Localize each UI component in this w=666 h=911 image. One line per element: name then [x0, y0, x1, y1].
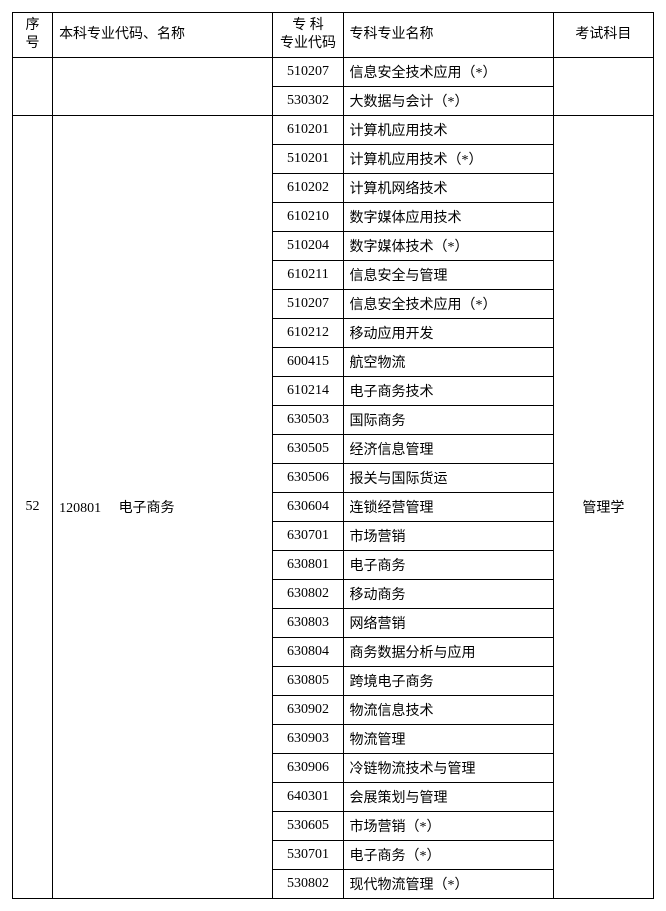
header-row: 序号 本科专业代码、名称 专 科 专业代码 专科专业名称 考试科目 [13, 13, 654, 58]
cell-zkmc: 数字媒体应用技术 [343, 203, 553, 232]
cell-zkmc: 物流管理 [343, 725, 553, 754]
cell-zkdm: 610211 [273, 261, 343, 290]
cell-zkdm: 630902 [273, 696, 343, 725]
cell-zkmc: 移动应用开发 [343, 319, 553, 348]
cell-zkdm: 610201 [273, 116, 343, 145]
cell-zkmc: 计算机应用技术（*） [343, 145, 553, 174]
cell-zkmc: 商务数据分析与应用 [343, 638, 553, 667]
header-ks: 考试科目 [553, 13, 653, 58]
cell-zkdm: 630903 [273, 725, 343, 754]
cell-zkdm: 630804 [273, 638, 343, 667]
cell-zkdm: 610212 [273, 319, 343, 348]
cell-zkdm: 530802 [273, 870, 343, 899]
cell-xh: 52 [13, 116, 53, 899]
cell-zkdm: 510204 [273, 232, 343, 261]
header-zkmc: 专科专业名称 [343, 13, 553, 58]
cell-zkmc: 航空物流 [343, 348, 553, 377]
cell-zkdm: 510207 [273, 290, 343, 319]
table-row: 52 120801 电子商务 610201 计算机应用技术 管理学 [13, 116, 654, 145]
cell-zkmc: 现代物流管理（*） [343, 870, 553, 899]
table-row: 510207 信息安全技术应用（*） [13, 58, 654, 87]
cell-zkdm: 630604 [273, 493, 343, 522]
cell-zkmc: 市场营销 [343, 522, 553, 551]
table-body: 510207 信息安全技术应用（*） 530302 大数据与会计（*） 52 1… [13, 58, 654, 899]
cell-zkdm: 630503 [273, 406, 343, 435]
cell-zkdm: 630801 [273, 551, 343, 580]
header-zkdm: 专 科 专业代码 [273, 13, 343, 58]
cell-zkdm: 640301 [273, 783, 343, 812]
cell-zkmc: 数字媒体技术（*） [343, 232, 553, 261]
cell-zkdm: 610202 [273, 174, 343, 203]
bk-name: 电子商务 [119, 501, 175, 516]
cell-zkdm: 530302 [273, 87, 343, 116]
cell-zkdm: 510201 [273, 145, 343, 174]
bk-code: 120801 [59, 501, 115, 517]
cell-zkmc: 信息安全与管理 [343, 261, 553, 290]
cell-zkmc: 计算机应用技术 [343, 116, 553, 145]
cell-zkmc: 国际商务 [343, 406, 553, 435]
cell-zkmc: 电子商务（*） [343, 841, 553, 870]
cell-zkmc: 大数据与会计（*） [343, 87, 553, 116]
cell-zkdm: 630802 [273, 580, 343, 609]
cell-zkmc: 信息安全技术应用（*） [343, 290, 553, 319]
cell-zkmc: 电子商务技术 [343, 377, 553, 406]
major-mapping-table: 序号 本科专业代码、名称 专 科 专业代码 专科专业名称 考试科目 510207… [12, 12, 654, 899]
cell-zkdm: 600415 [273, 348, 343, 377]
cell-zkmc: 经济信息管理 [343, 435, 553, 464]
cell-bk-empty [53, 58, 273, 116]
cell-zkdm: 630803 [273, 609, 343, 638]
cell-zkdm: 610214 [273, 377, 343, 406]
cell-zkdm: 630805 [273, 667, 343, 696]
cell-zkdm: 530605 [273, 812, 343, 841]
cell-ks-empty [553, 58, 653, 116]
cell-zkdm: 630906 [273, 754, 343, 783]
cell-xh-empty [13, 58, 53, 116]
cell-zkmc: 电子商务 [343, 551, 553, 580]
cell-zkmc: 移动商务 [343, 580, 553, 609]
cell-ks: 管理学 [553, 116, 653, 899]
cell-zkmc: 网络营销 [343, 609, 553, 638]
cell-zkdm: 630505 [273, 435, 343, 464]
cell-zkdm: 630701 [273, 522, 343, 551]
cell-zkdm: 530701 [273, 841, 343, 870]
cell-zkmc: 计算机网络技术 [343, 174, 553, 203]
cell-zkmc: 市场营销（*） [343, 812, 553, 841]
cell-zkdm: 630506 [273, 464, 343, 493]
cell-zkmc: 跨境电子商务 [343, 667, 553, 696]
cell-zkdm: 510207 [273, 58, 343, 87]
cell-zkmc: 报关与国际货运 [343, 464, 553, 493]
header-xh: 序号 [13, 13, 53, 58]
cell-zkmc: 冷链物流技术与管理 [343, 754, 553, 783]
cell-zkmc: 连锁经营管理 [343, 493, 553, 522]
cell-zkmc: 信息安全技术应用（*） [343, 58, 553, 87]
cell-bk: 120801 电子商务 [53, 116, 273, 899]
cell-zkmc: 会展策划与管理 [343, 783, 553, 812]
header-bk: 本科专业代码、名称 [53, 13, 273, 58]
cell-zkdm: 610210 [273, 203, 343, 232]
cell-zkmc: 物流信息技术 [343, 696, 553, 725]
